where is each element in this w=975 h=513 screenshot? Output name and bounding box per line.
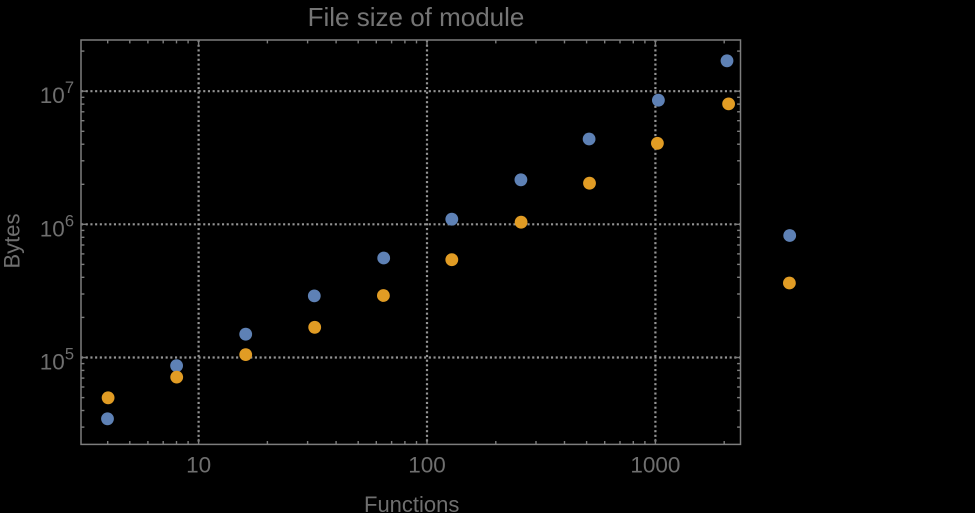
svg-text:10: 10 xyxy=(186,453,211,478)
svg-text:Bytes: Bytes xyxy=(0,213,25,268)
svg-text:106: 106 xyxy=(40,212,74,241)
svg-text:105: 105 xyxy=(40,346,74,375)
svg-text:107: 107 xyxy=(40,79,74,108)
svg-text:File size of module: File size of module xyxy=(308,2,525,32)
svg-text:100: 100 xyxy=(408,453,446,478)
svg-text:Functions: Functions xyxy=(364,492,459,513)
svg-text:1000: 1000 xyxy=(630,453,680,478)
